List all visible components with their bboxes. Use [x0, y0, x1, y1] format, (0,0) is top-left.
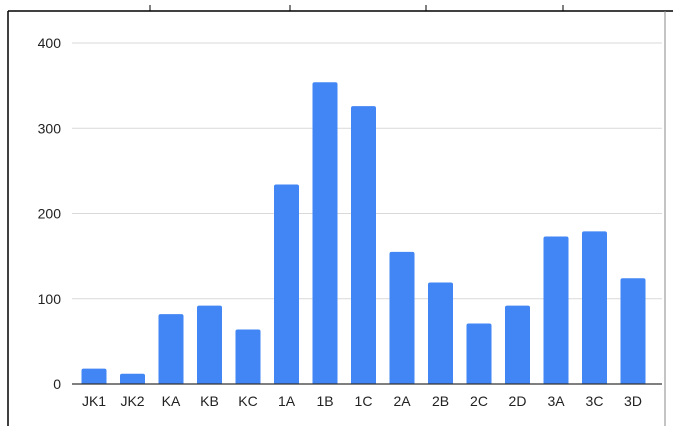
- bar-2c: [466, 323, 492, 384]
- y-tick-label-100: 100: [38, 291, 62, 307]
- x-tick-label-1a: 1A: [278, 393, 296, 409]
- x-tick-label-2c: 2C: [470, 393, 488, 409]
- x-tick-label-jk2: JK2: [120, 393, 144, 409]
- x-tick-label-1c: 1C: [355, 393, 373, 409]
- x-tick-label-1b: 1B: [316, 393, 333, 409]
- chart-frame: [7, 5, 673, 426]
- y-tick-label-0: 0: [53, 376, 61, 392]
- x-tick-label-2d: 2D: [509, 393, 527, 409]
- bar-1c: [351, 106, 376, 385]
- y-tick-labels: 0 100 200 300 400: [38, 35, 62, 392]
- bar-kb: [197, 305, 222, 384]
- x-tick-label-ka: KA: [162, 393, 181, 409]
- bar-3d: [620, 278, 646, 384]
- y-tick-label-200: 200: [38, 206, 62, 222]
- bar-3c: [582, 231, 607, 384]
- x-tick-label-2a: 2A: [393, 393, 411, 409]
- bar-3a: [543, 236, 569, 384]
- x-tick-label-3d: 3D: [624, 393, 642, 409]
- x-tick-label-kc: KC: [238, 393, 257, 409]
- x-tick-label-3a: 3A: [547, 393, 565, 409]
- bar-2d: [505, 305, 530, 384]
- bar-1a: [274, 184, 299, 384]
- bar-2b: [428, 282, 453, 384]
- x-tick-label-jk1: JK1: [82, 393, 106, 409]
- x-tick-label-3c: 3C: [586, 393, 604, 409]
- bar-ka: [158, 314, 184, 384]
- bar-jk1: [81, 368, 107, 384]
- bar-1b: [312, 82, 338, 384]
- bar-kc: [235, 329, 261, 384]
- y-tick-label-400: 400: [38, 35, 62, 51]
- y-tick-label-300: 300: [38, 120, 62, 136]
- x-tick-label-kb: KB: [200, 393, 219, 409]
- bars: [81, 82, 646, 385]
- bar-2a: [389, 251, 415, 384]
- x-tick-label-2b: 2B: [432, 393, 449, 409]
- x-tick-labels: JK1 JK2 KA KB KC 1A 1B 1C 2A 2B 2C 2D 3A 3C 3D: [82, 393, 642, 409]
- bar-jk2: [120, 373, 145, 384]
